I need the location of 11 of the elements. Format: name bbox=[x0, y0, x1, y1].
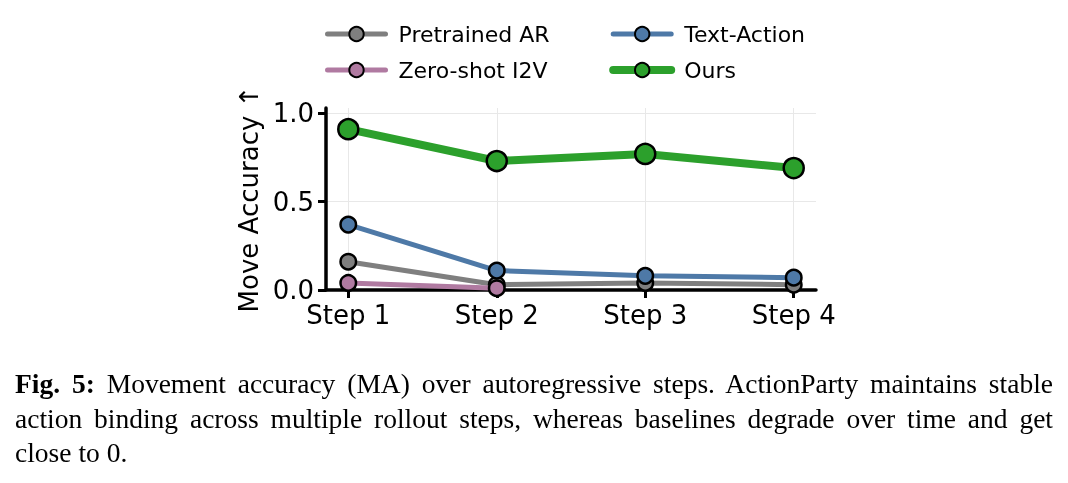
x-tick-label: Step 3 bbox=[603, 300, 688, 330]
legend-label: Ours bbox=[684, 57, 736, 83]
legend-label: Pretrained AR bbox=[398, 21, 550, 47]
caption: Fig. 5: Movement accuracy (MA) over autoregressive steps. ActionParty maintains stable action binding across multiple rollout steps, whereas baselines degrade over time and get close to 0. bbox=[15, 368, 1053, 468]
x-tick-label: Step 2 bbox=[454, 300, 539, 330]
legend-label: Zero-shot I2V bbox=[398, 57, 548, 83]
legend-label: Text-Action bbox=[683, 21, 806, 47]
y-tick-label: 1.0 bbox=[272, 98, 314, 129]
y-tick-label: 0.5 bbox=[272, 186, 314, 217]
y-axis-title: Move Accuracy ↑ bbox=[234, 85, 264, 313]
x-tick-label: Step 4 bbox=[751, 300, 836, 330]
